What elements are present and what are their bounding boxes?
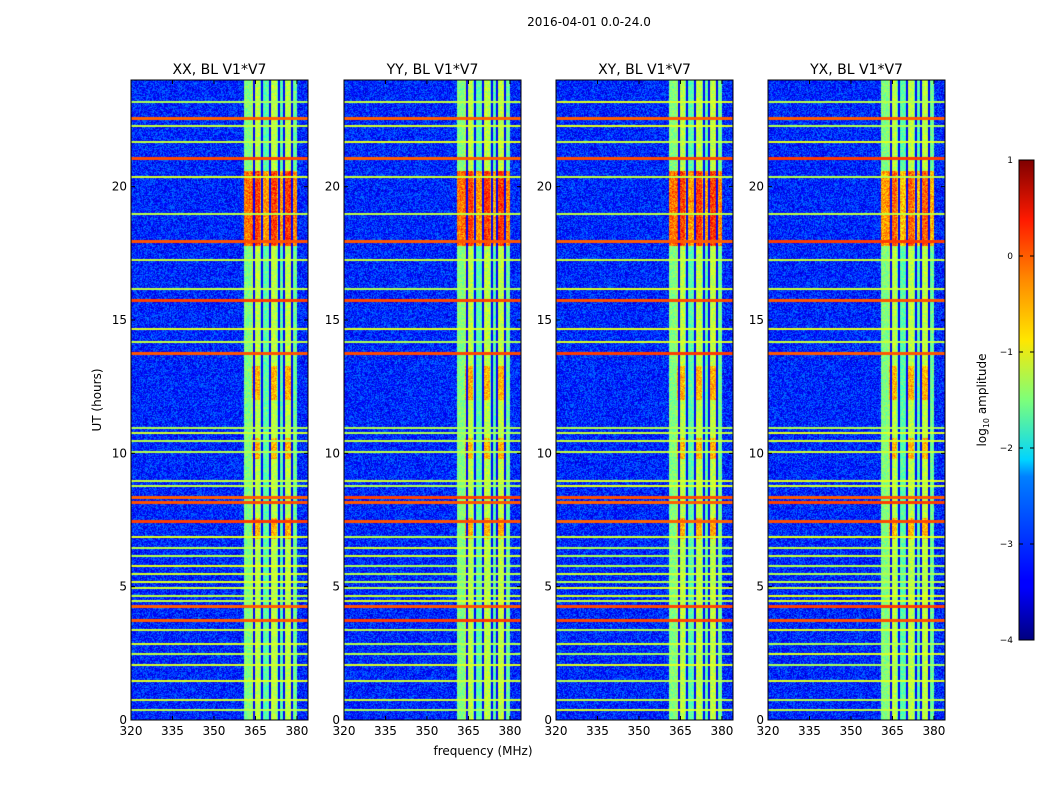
y-tick-label: 20 xyxy=(749,180,764,194)
colorbar-tick-label: 1 xyxy=(1007,156,1013,166)
panel-title: YX, BL V1*V7 xyxy=(809,62,903,78)
y-tick-label: 20 xyxy=(537,180,552,194)
x-tick-label: 335 xyxy=(374,724,397,738)
panel-yy: YY, BL V1*V7 320 335 350 365 380 0 5 10 15 20 xyxy=(325,62,522,738)
y-tick-label: 15 xyxy=(325,313,340,327)
x-tick-label: 365 xyxy=(457,724,480,738)
colorbar-tick-label: −4 xyxy=(1000,636,1014,646)
y-axis-label: UT (hours) xyxy=(90,368,104,431)
panel-frame xyxy=(555,79,734,721)
colorbar-label-rest: amplitude xyxy=(975,354,989,418)
y-tick-label: 0 xyxy=(332,713,340,727)
heatmap-image xyxy=(556,80,733,720)
y-tick-label: 10 xyxy=(112,446,127,460)
panel-title: YY, BL V1*V7 xyxy=(386,62,479,78)
heatmap-image xyxy=(344,80,521,720)
panel-title: XY, BL V1*V7 xyxy=(598,62,691,78)
y-tick-label: 20 xyxy=(325,180,340,194)
heatmap-image xyxy=(131,80,308,720)
y-tick-label: 5 xyxy=(544,580,552,594)
suptitle: 2016-04-01 0.0-24.0 xyxy=(527,15,651,29)
y-tick-label: 10 xyxy=(749,446,764,460)
x-tick-label: 335 xyxy=(798,724,821,738)
x-tick-label: 320 xyxy=(545,724,568,738)
x-tick-label: 350 xyxy=(416,724,439,738)
y-tick-label: 15 xyxy=(112,313,127,327)
y-tick-label: 5 xyxy=(332,580,340,594)
x-tick-label: 320 xyxy=(333,724,356,738)
panel-frame xyxy=(343,79,522,721)
y-tick-label: 5 xyxy=(119,580,127,594)
x-tick-label: 335 xyxy=(161,724,184,738)
panel-xy: XY, BL V1*V7 320 335 350 365 380 0 5 10 15 20 xyxy=(537,62,734,738)
panel-frame xyxy=(130,79,309,721)
x-tick-label: 365 xyxy=(881,724,904,738)
x-tick-label: 350 xyxy=(203,724,226,738)
x-tick-label: 350 xyxy=(840,724,863,738)
y-tick-label: 10 xyxy=(325,446,340,460)
panel-title: XX, BL V1*V7 xyxy=(173,62,267,78)
colorbar-label-sub: 10 xyxy=(982,418,991,428)
x-tick-label: 380 xyxy=(710,724,733,738)
x-tick-label: 320 xyxy=(120,724,143,738)
x-tick-label: 380 xyxy=(922,724,945,738)
panel-xx: XX, BL V1*V7 320 335 350 365 380 0 5 10 15 20 xyxy=(112,62,309,738)
y-tick-label: 0 xyxy=(119,713,127,727)
y-tick-label: 20 xyxy=(112,180,127,194)
colorbar-label: log10 amplitude xyxy=(975,354,991,447)
y-tick-label: 15 xyxy=(749,313,764,327)
x-tick-label: 350 xyxy=(628,724,651,738)
colorbar-ticks: 1 0 −1 −2 −3 −4 xyxy=(1000,156,1034,646)
y-tick-label: 10 xyxy=(537,446,552,460)
x-tick-label: 335 xyxy=(586,724,609,738)
colorbar-tick-label: −2 xyxy=(1000,444,1013,454)
x-tick-label: 380 xyxy=(498,724,521,738)
x-axis-label: frequency (MHz) xyxy=(433,744,532,758)
y-tick-label: 0 xyxy=(544,713,552,727)
heatmap-image xyxy=(768,80,945,720)
y-tick-label: 0 xyxy=(756,713,764,727)
panel-frame xyxy=(767,79,946,721)
colorbar: 10−1−2−3−4 log10 amplitude xyxy=(975,156,1035,646)
x-tick-label: 365 xyxy=(244,724,267,738)
colorbar-tick-label: 0 xyxy=(1007,252,1013,262)
colorbar-tick-label: −1 xyxy=(1000,348,1013,358)
panel-yx: YX, BL V1*V7 320 335 350 365 380 0 5 10 15 20 xyxy=(749,62,946,738)
colorbar-gradient xyxy=(1018,159,1035,641)
x-tick-label: 365 xyxy=(669,724,692,738)
y-tick-label: 15 xyxy=(537,313,552,327)
colorbar-label-main: log xyxy=(975,428,989,446)
x-tick-label: 320 xyxy=(757,724,780,738)
y-tick-label: 5 xyxy=(756,580,764,594)
colorbar-tick-label: −3 xyxy=(1000,540,1013,550)
x-tick-label: 380 xyxy=(285,724,308,738)
